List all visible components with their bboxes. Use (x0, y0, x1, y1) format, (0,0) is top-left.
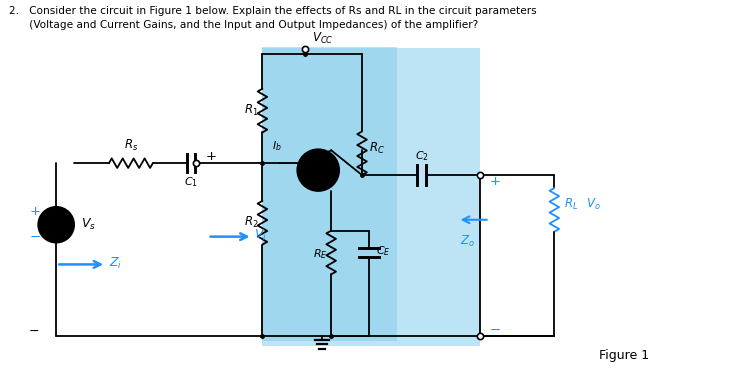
Text: +: + (29, 206, 40, 218)
Text: $V_s$: $V_s$ (81, 217, 96, 232)
Text: $C_1$: $C_1$ (184, 175, 198, 189)
Text: (Voltage and Current Gains, and the Input and Output Impedances) of the amplifie: (Voltage and Current Gains, and the Inpu… (10, 20, 479, 30)
Text: −: − (28, 324, 39, 338)
Text: Figure 1: Figure 1 (599, 349, 649, 362)
Text: −: − (29, 231, 40, 244)
Text: $V_o$: $V_o$ (586, 197, 601, 212)
Text: $R_E$: $R_E$ (313, 248, 327, 261)
Circle shape (38, 207, 74, 243)
Bar (263, 48, 480, 346)
Text: −: − (489, 323, 501, 336)
Text: +: + (489, 174, 501, 188)
Text: $R_2$: $R_2$ (245, 215, 259, 230)
Text: $V_i$: $V_i$ (254, 228, 267, 243)
Text: $C_2$: $C_2$ (415, 149, 429, 163)
Text: $C_E$: $C_E$ (376, 244, 391, 258)
Text: $I_b$: $I_b$ (272, 140, 282, 153)
Bar (263, 47, 397, 341)
Text: +: + (206, 150, 216, 163)
Circle shape (298, 149, 339, 191)
Text: $R_L$: $R_L$ (564, 197, 579, 212)
Text: 2.   Consider the circuit in Figure 1 below. Explain the effects of Rs and RL in: 2. Consider the circuit in Figure 1 belo… (10, 6, 537, 16)
Text: $R_C$: $R_C$ (369, 141, 385, 156)
Text: $Z_o$: $Z_o$ (460, 234, 475, 249)
Text: $R_1$: $R_1$ (245, 103, 259, 118)
Text: $Z_i$: $Z_i$ (109, 256, 122, 271)
Text: $V_{CC}$: $V_{CC}$ (313, 31, 333, 46)
Text: $R_s$: $R_s$ (124, 138, 138, 153)
